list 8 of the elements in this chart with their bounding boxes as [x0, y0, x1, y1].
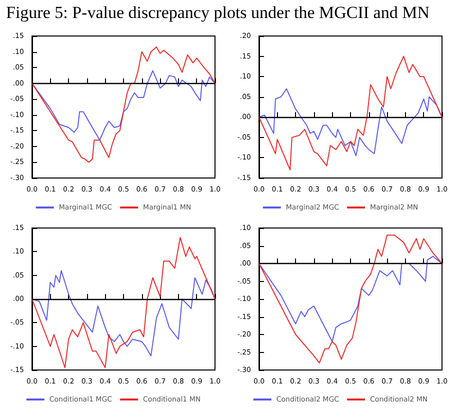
- line-series: [32, 236, 216, 368]
- line-series: [32, 70, 216, 141]
- line-series: [258, 56, 442, 170]
- line-series: [32, 46, 216, 163]
- chart-title: Figure 5: P-value discrepancy plots under the MGCII and MN: [5, 2, 430, 24]
- line-series: [32, 270, 216, 356]
- line-series: [258, 234, 442, 364]
- line-series: [258, 256, 442, 342]
